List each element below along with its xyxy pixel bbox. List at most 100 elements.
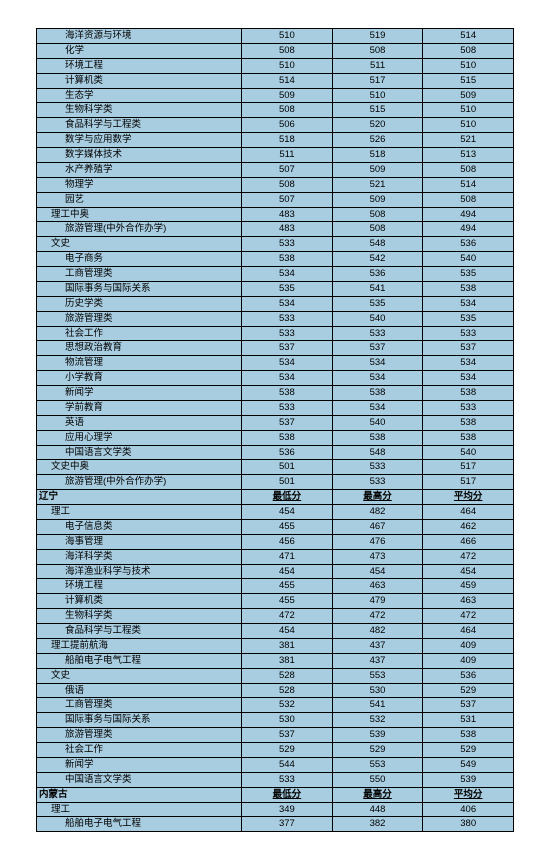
table-row: 国际事务与国际关系530532531: [37, 713, 514, 728]
row-avg: 529: [423, 743, 514, 758]
row-min: 471: [242, 549, 333, 564]
row-name: 生态学: [37, 88, 242, 103]
section-header-row: 内蒙古最低分最高分平均分: [37, 787, 514, 802]
row-name: 中国语言文学类: [37, 772, 242, 787]
row-avg: 538: [423, 430, 514, 445]
row-avg: 529: [423, 683, 514, 698]
row-avg: 平均分: [423, 490, 514, 505]
row-min: 528: [242, 683, 333, 698]
scores-table: 海洋资源与环境510519514化学508508508环境工程510511510…: [36, 28, 514, 832]
row-name: 电子信息类: [37, 519, 242, 534]
row-min: 534: [242, 356, 333, 371]
row-max: 541: [332, 281, 423, 296]
row-max: 448: [332, 802, 423, 817]
row-avg: 509: [423, 88, 514, 103]
row-min: 533: [242, 772, 333, 787]
table-row: 水产养殖学507509508: [37, 162, 514, 177]
table-row: 化学508508508: [37, 43, 514, 58]
row-min: 454: [242, 564, 333, 579]
row-min: 510: [242, 58, 333, 73]
row-name: 旅游管理(中外合作办学): [37, 475, 242, 490]
row-name: 环境工程: [37, 579, 242, 594]
row-name: 内蒙古: [37, 787, 242, 802]
table-row: 国际事务与国际关系535541538: [37, 281, 514, 296]
row-avg: 540: [423, 252, 514, 267]
row-max: 536: [332, 267, 423, 282]
table-row: 旅游管理(中外合作办学)483508494: [37, 222, 514, 237]
row-min: 最低分: [242, 787, 333, 802]
row-min: 533: [242, 311, 333, 326]
row-avg: 380: [423, 817, 514, 832]
row-min: 534: [242, 267, 333, 282]
row-max: 511: [332, 58, 423, 73]
row-min: 544: [242, 757, 333, 772]
row-min: 509: [242, 88, 333, 103]
row-name: 电子商务: [37, 252, 242, 267]
table-row: 理工中奥483508494: [37, 207, 514, 222]
row-max: 454: [332, 564, 423, 579]
row-min: 455: [242, 594, 333, 609]
row-avg: 538: [423, 386, 514, 401]
row-name: 理工提前航海: [37, 638, 242, 653]
row-min: 537: [242, 728, 333, 743]
table-row: 生态学509510509: [37, 88, 514, 103]
row-max: 553: [332, 757, 423, 772]
row-name: 学前教育: [37, 400, 242, 415]
row-max: 482: [332, 624, 423, 639]
table-row: 思想政治教育537537537: [37, 341, 514, 356]
row-max: 534: [332, 371, 423, 386]
table-row: 旅游管理类537539538: [37, 728, 514, 743]
table-row: 应用心理学538538538: [37, 430, 514, 445]
row-min: 518: [242, 133, 333, 148]
row-min: 514: [242, 73, 333, 88]
row-min: 472: [242, 609, 333, 624]
table-row: 食品科学与工程类454482464: [37, 624, 514, 639]
row-avg: 464: [423, 505, 514, 520]
row-min: 454: [242, 624, 333, 639]
row-name: 食品科学与工程类: [37, 624, 242, 639]
row-min: 507: [242, 162, 333, 177]
row-min: 533: [242, 400, 333, 415]
row-max: 509: [332, 192, 423, 207]
row-max: 537: [332, 341, 423, 356]
table-row: 社会工作533533533: [37, 326, 514, 341]
table-row: 食品科学与工程类506520510: [37, 118, 514, 133]
row-avg: 514: [423, 29, 514, 44]
row-name: 国际事务与国际关系: [37, 713, 242, 728]
row-max: 539: [332, 728, 423, 743]
row-max: 467: [332, 519, 423, 534]
row-max: 437: [332, 653, 423, 668]
table-row: 物理学508521514: [37, 177, 514, 192]
table-row: 船舶电子电气工程381437409: [37, 653, 514, 668]
row-min: 538: [242, 430, 333, 445]
row-avg: 540: [423, 445, 514, 460]
row-min: 530: [242, 713, 333, 728]
row-name: 船舶电子电气工程: [37, 817, 242, 832]
row-min: 510: [242, 29, 333, 44]
row-avg: 521: [423, 133, 514, 148]
row-avg: 534: [423, 356, 514, 371]
row-min: 537: [242, 341, 333, 356]
row-avg: 533: [423, 326, 514, 341]
row-avg: 406: [423, 802, 514, 817]
table-row: 数学与应用数学518526521: [37, 133, 514, 148]
table-row: 工商管理类534536535: [37, 267, 514, 282]
row-name: 俄语: [37, 683, 242, 698]
row-max: 479: [332, 594, 423, 609]
row-name: 辽宁: [37, 490, 242, 505]
table-row: 电子信息类455467462: [37, 519, 514, 534]
row-name: 化学: [37, 43, 242, 58]
row-avg: 517: [423, 475, 514, 490]
row-name: 文史: [37, 237, 242, 252]
row-min: 483: [242, 222, 333, 237]
row-name: 海事管理: [37, 534, 242, 549]
row-name: 工商管理类: [37, 698, 242, 713]
table-row: 园艺507509508: [37, 192, 514, 207]
row-max: 463: [332, 579, 423, 594]
row-max: 517: [332, 73, 423, 88]
row-min: 381: [242, 638, 333, 653]
table-row: 理工349448406: [37, 802, 514, 817]
row-avg: 494: [423, 222, 514, 237]
row-min: 533: [242, 326, 333, 341]
row-avg: 536: [423, 668, 514, 683]
